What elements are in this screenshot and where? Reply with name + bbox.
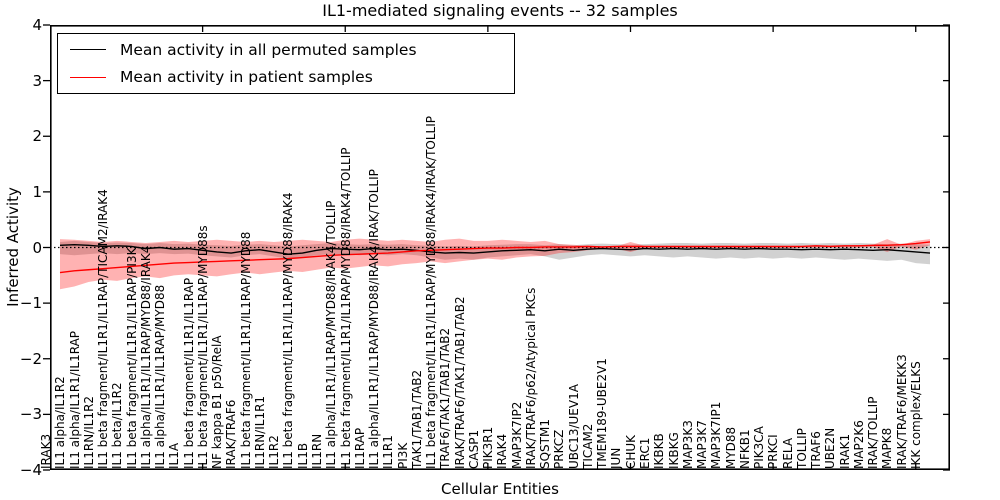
x-tick-label: IRAK4: [495, 433, 510, 469]
x-tick-label: IL1 alpha/IL1R1/IL1RAP/MYD88: [153, 284, 168, 469]
x-tick-label: RELA: [780, 437, 795, 469]
x-tick-label: IRAK/TRAF6/p62/Atypical PKCs: [523, 287, 538, 469]
x-tick-label: IL1 beta fragment/IL1R1/IL1RAP: [181, 277, 196, 469]
legend-entry-patient: Mean activity in patient samples: [58, 65, 514, 89]
x-tick-label: NFKB1: [737, 429, 752, 469]
permuted-line-swatch: [70, 48, 106, 51]
x-tick-label: IL1RN/IL1R1: [252, 395, 267, 469]
x-tick-label: TOLLIP: [794, 428, 809, 469]
x-tick-label: NF kappa B1 p50/RelA: [210, 335, 225, 469]
x-tick-label: IL1RN: [309, 433, 324, 469]
x-tick-label: PIK3CA: [752, 426, 767, 469]
x-tick-label: IRAK1: [837, 433, 852, 469]
x-tick-label: TAK1/TAB1/TAB2: [409, 369, 424, 469]
y-tick-label: −2: [19, 349, 42, 368]
x-axis-label: Cellular Entities: [441, 480, 559, 498]
x-tick-label: IKBKG: [666, 432, 681, 469]
legend-label-permuted: Mean activity in all permuted samples: [120, 40, 417, 59]
chart-title: IL1-mediated signaling events -- 32 samp…: [322, 1, 678, 20]
x-tick-label: IRAK/TRAF6/TAK1/TAB1/TAB2: [452, 296, 467, 469]
patient-band-area: [60, 238, 930, 290]
x-tick-label: IL1 beta fragment/IL1R1/IL1RAP/PI3K: [124, 247, 139, 469]
x-tick-label: PRKCI: [766, 434, 781, 469]
x-tick-label: IL1 alpha/IL1R1/IL1RAP/MYD88/IRAK4: [138, 245, 153, 469]
legend: Mean activity in all permuted samples Me…: [57, 33, 515, 94]
x-tick-label: IKBKB: [652, 433, 667, 469]
x-tick-label: IL1 beta fragment/IL1R1/IL1RAP/MYD88/IRA…: [281, 192, 296, 469]
x-tick-label: IL1RN/IL1R2: [81, 395, 96, 469]
x-tick-label: PI3K: [395, 442, 410, 469]
x-tick-label: CHUK: [623, 434, 638, 469]
x-tick-label: IL1R2: [267, 435, 282, 469]
x-tick-label: IL1 beta fragment/IL1R1/IL1RAP/MYD88: [238, 231, 253, 469]
x-tick-label: SQSTM1: [538, 419, 553, 469]
x-tick-label: MAP3K7IP2: [509, 401, 524, 469]
y-tick-label: 0: [32, 238, 42, 257]
x-tick-label: IRAK/TRAF6: [224, 399, 239, 469]
x-tick-label: IL1A: [167, 442, 182, 469]
x-tick-label: MAP3K7IP1: [709, 401, 724, 469]
x-tick-label: IL1 alpha/IL1R1/IL1RAP: [67, 330, 82, 469]
x-tick-label: IKK complex/ELKS: [909, 361, 923, 469]
y-tick-label: −1: [19, 294, 42, 313]
x-tick-label: TMEM189-UBE2V1: [595, 358, 610, 469]
x-tick-label: PRKCZ: [552, 429, 567, 469]
patient-mean-line: [59, 241, 931, 274]
x-tick-label: IRAK/TOLLIP: [866, 396, 881, 469]
x-tick-label: UBE2N: [823, 427, 838, 469]
x-tick-label: JUN: [609, 447, 624, 469]
x-tick-label: IL1RAP: [352, 427, 367, 469]
plot-area: [43, 24, 951, 471]
x-tick-label: IL1R1: [381, 435, 396, 469]
x-tick-label: IL1 alpha/IL1R1/IL1RAP/MYD88/IRAK4/TOLLI…: [324, 200, 339, 469]
legend-entry-permuted: Mean activity in all permuted samples: [58, 38, 514, 62]
x-tick-label: IL1 alpha/IL1R1/IL1RAP/MYD88/IRAK4/IRAK/…: [367, 169, 382, 469]
y-tick-label: −3: [19, 405, 42, 424]
x-tick-label: TRAF6/TAK1/TAB1/TAB2: [438, 327, 453, 469]
permuted-mean-line: [59, 244, 931, 255]
x-tick-label: MAP3K3: [680, 420, 695, 469]
x-tick-label: ERC1: [638, 437, 653, 469]
x-tick-label: IL1 beta fragment/IL1R1/IL1RAP/MYD88/IRA…: [338, 147, 353, 469]
legend-label-patient: Mean activity in patient samples: [120, 68, 373, 87]
x-tick-label: MYD88: [723, 426, 738, 469]
y-tick-label: 3: [32, 71, 42, 90]
x-tick-label: UBC13/UEV1A: [566, 384, 581, 469]
y-tick-label: −4: [19, 461, 42, 479]
x-tick-label: IL1 alpha/IL1R2: [53, 376, 68, 469]
x-tick-label: IL1B: [295, 442, 310, 469]
x-tick-label: MAP2K6: [851, 420, 866, 469]
x-tick-label: IL1 beta fragment/IL1R1/IL1RAP/MYD88s: [195, 225, 210, 469]
y-tick-label: 4: [32, 16, 42, 34]
x-tick-label: IL1 beta fragment/IL1R1/IL1RAP/MYD88/IRA…: [424, 116, 439, 469]
y-tick-label: 1: [32, 182, 42, 201]
x-tick-label: TRAF6: [809, 431, 824, 469]
x-tick-label: TICAM2: [580, 423, 595, 469]
x-tick-label: MAPK8: [880, 427, 895, 469]
y-tick-label: 2: [32, 127, 42, 146]
x-tick-label: CASP1: [466, 429, 481, 469]
x-tick-label: PIK3R1: [481, 426, 496, 469]
x-tick-label: IL1 beta fragment/IL1R1/IL1RAP/TICAM2/IR…: [96, 189, 111, 469]
x-tick-label: MAP3K7: [695, 420, 710, 469]
x-tick-label: IRAK3: [39, 433, 53, 469]
x-tick-label: IL1 beta/IL1R2: [110, 382, 125, 469]
x-tick-label: IRAK/TRAF6/MEKK3: [894, 354, 909, 469]
patient-line-swatch: [70, 76, 106, 79]
